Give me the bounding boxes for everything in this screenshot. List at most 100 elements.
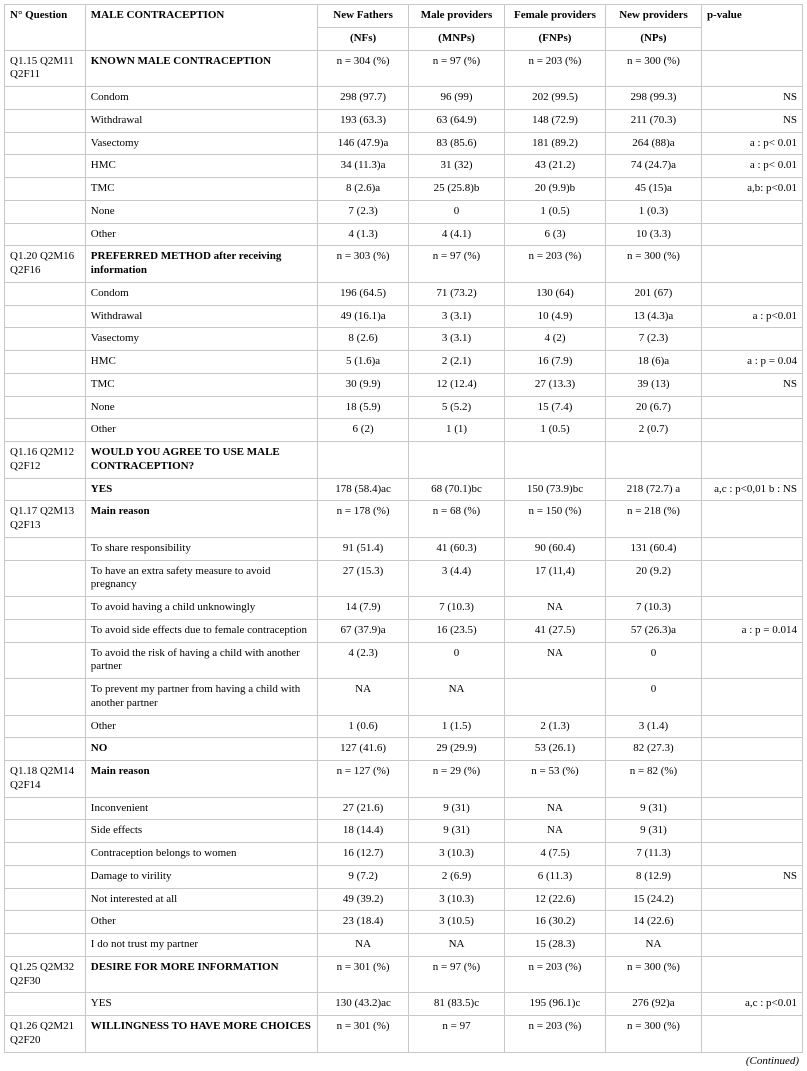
cell-value: 0 [605, 679, 701, 716]
cell-value: 4 (7.5) [504, 843, 605, 866]
cell-value: 6 (2) [318, 419, 409, 442]
table-row: To share responsibility91 (51.4)41 (60.3… [5, 537, 803, 560]
table-row: Side effects18 (14.4)9 (31)NA9 (31) [5, 820, 803, 843]
th-question: N° Question [5, 5, 86, 51]
cell-value: n = 300 (%) [605, 956, 701, 993]
table-row: None7 (2.3)01 (0.5)1 (0.3) [5, 200, 803, 223]
table-row: Other4 (1.3)4 (4.1)6 (3)10 (3.3) [5, 223, 803, 246]
cell-value: 90 (60.4) [504, 537, 605, 560]
cell-value: 150 (73.9)bc [504, 478, 605, 501]
cell-label: Side effects [85, 820, 317, 843]
cell-pvalue: a,c : p<0.01 [701, 993, 802, 1016]
table-row: TMC8 (2.6)a25 (25.8)b20 (9.9)b45 (15)aa,… [5, 178, 803, 201]
th-fnp-b: (FNPs) [504, 27, 605, 50]
cell-value: 9 (7.2) [318, 865, 409, 888]
cell-pvalue [701, 797, 802, 820]
cell-value: NA [504, 797, 605, 820]
cell-pvalue [701, 738, 802, 761]
cell-value: 0 [409, 200, 505, 223]
cell-question [5, 865, 86, 888]
table-row: To prevent my partner from having a chil… [5, 679, 803, 716]
cell-value: 1 (0.3) [605, 200, 701, 223]
cell-label: None [85, 396, 317, 419]
cell-question [5, 619, 86, 642]
cell-pvalue: a,c : p<0,01 b : NS [701, 478, 802, 501]
cell-value: 127 (41.6) [318, 738, 409, 761]
cell-question [5, 419, 86, 442]
table-row: Other23 (18.4)3 (10.5)16 (30.2)14 (22.6) [5, 911, 803, 934]
cell-value: 7 (10.3) [409, 597, 505, 620]
cell-question: Q1.17 Q2M13 Q2F13 [5, 501, 86, 538]
cell-value: 8 (2.6)a [318, 178, 409, 201]
cell-value: 15 (24.2) [605, 888, 701, 911]
cell-pvalue: a : p<0.01 [701, 305, 802, 328]
cell-value: 16 (12.7) [318, 843, 409, 866]
table-row: None18 (5.9)5 (5.2)15 (7.4)20 (6.7) [5, 396, 803, 419]
cell-question: Q1.18 Q2M14 Q2F14 [5, 761, 86, 798]
cell-label: KNOWN MALE CONTRACEPTION [85, 50, 317, 87]
cell-value: 8 (2.6) [318, 328, 409, 351]
cell-value: 201 (67) [605, 282, 701, 305]
contraception-table: N° Question MALE CONTRACEPTION New Fathe… [4, 4, 803, 1053]
cell-value: 9 (31) [409, 820, 505, 843]
cell-value: 1 (1) [409, 419, 505, 442]
cell-value: 6 (11.3) [504, 865, 605, 888]
cell-label: Not interested at all [85, 888, 317, 911]
cell-value: 49 (39.2) [318, 888, 409, 911]
cell-value: 30 (9.9) [318, 373, 409, 396]
cell-pvalue: NS [701, 373, 802, 396]
cell-value: 9 (31) [605, 820, 701, 843]
cell-question [5, 155, 86, 178]
cell-pvalue [701, 419, 802, 442]
cell-value: 20 (9.2) [605, 560, 701, 597]
cell-value: 2 (2.1) [409, 351, 505, 374]
cell-value: n = 178 (%) [318, 501, 409, 538]
cell-value: 82 (27.3) [605, 738, 701, 761]
cell-pvalue [701, 537, 802, 560]
table-row: Other6 (2)1 (1)1 (0.5)2 (0.7) [5, 419, 803, 442]
cell-value: n = 127 (%) [318, 761, 409, 798]
cell-value: n = 300 (%) [605, 50, 701, 87]
cell-question [5, 200, 86, 223]
cell-value: 12 (22.6) [504, 888, 605, 911]
cell-question [5, 537, 86, 560]
cell-question [5, 888, 86, 911]
cell-value: 9 (31) [409, 797, 505, 820]
cell-value: NA [504, 597, 605, 620]
cell-label: HMC [85, 351, 317, 374]
cell-label: Damage to virility [85, 865, 317, 888]
cell-value: 67 (37.9)a [318, 619, 409, 642]
th-np-a: New providers [605, 5, 701, 28]
cell-value: 63 (64.9) [409, 109, 505, 132]
cell-value: 1 (1.5) [409, 715, 505, 738]
th-mnp-a: Male providers [409, 5, 505, 28]
cell-value: 211 (70.3) [605, 109, 701, 132]
table-row: Q1.20 Q2M16 Q2F16PREFERRED METHOD after … [5, 246, 803, 283]
cell-question [5, 820, 86, 843]
cell-value: NA [605, 934, 701, 957]
cell-label: WOULD YOU AGREE TO USE MALE CONTRACEPTIO… [85, 442, 317, 479]
cell-pvalue: NS [701, 87, 802, 110]
cell-value: 146 (47.9)a [318, 132, 409, 155]
cell-value: 181 (89.2) [504, 132, 605, 155]
cell-pvalue [701, 843, 802, 866]
table-row: I do not trust my partnerNANA15 (28.3)NA [5, 934, 803, 957]
cell-value: 264 (88)a [605, 132, 701, 155]
cell-value [409, 442, 505, 479]
table-row: To avoid having a child unknowingly14 (7… [5, 597, 803, 620]
cell-label: To prevent my partner from having a chil… [85, 679, 317, 716]
cell-value: 25 (25.8)b [409, 178, 505, 201]
cell-label: NO [85, 738, 317, 761]
cell-question [5, 993, 86, 1016]
cell-pvalue [701, 642, 802, 679]
cell-value: NA [504, 642, 605, 679]
cell-question [5, 478, 86, 501]
cell-label: YES [85, 478, 317, 501]
cell-pvalue [701, 715, 802, 738]
cell-value: 57 (26.3)a [605, 619, 701, 642]
cell-label: To share responsibility [85, 537, 317, 560]
cell-value: 83 (85.6) [409, 132, 505, 155]
table-row: Q1.26 Q2M21 Q2F20WILLINGNESS TO HAVE MOR… [5, 1016, 803, 1053]
cell-pvalue [701, 888, 802, 911]
cell-value: n = 303 (%) [318, 246, 409, 283]
